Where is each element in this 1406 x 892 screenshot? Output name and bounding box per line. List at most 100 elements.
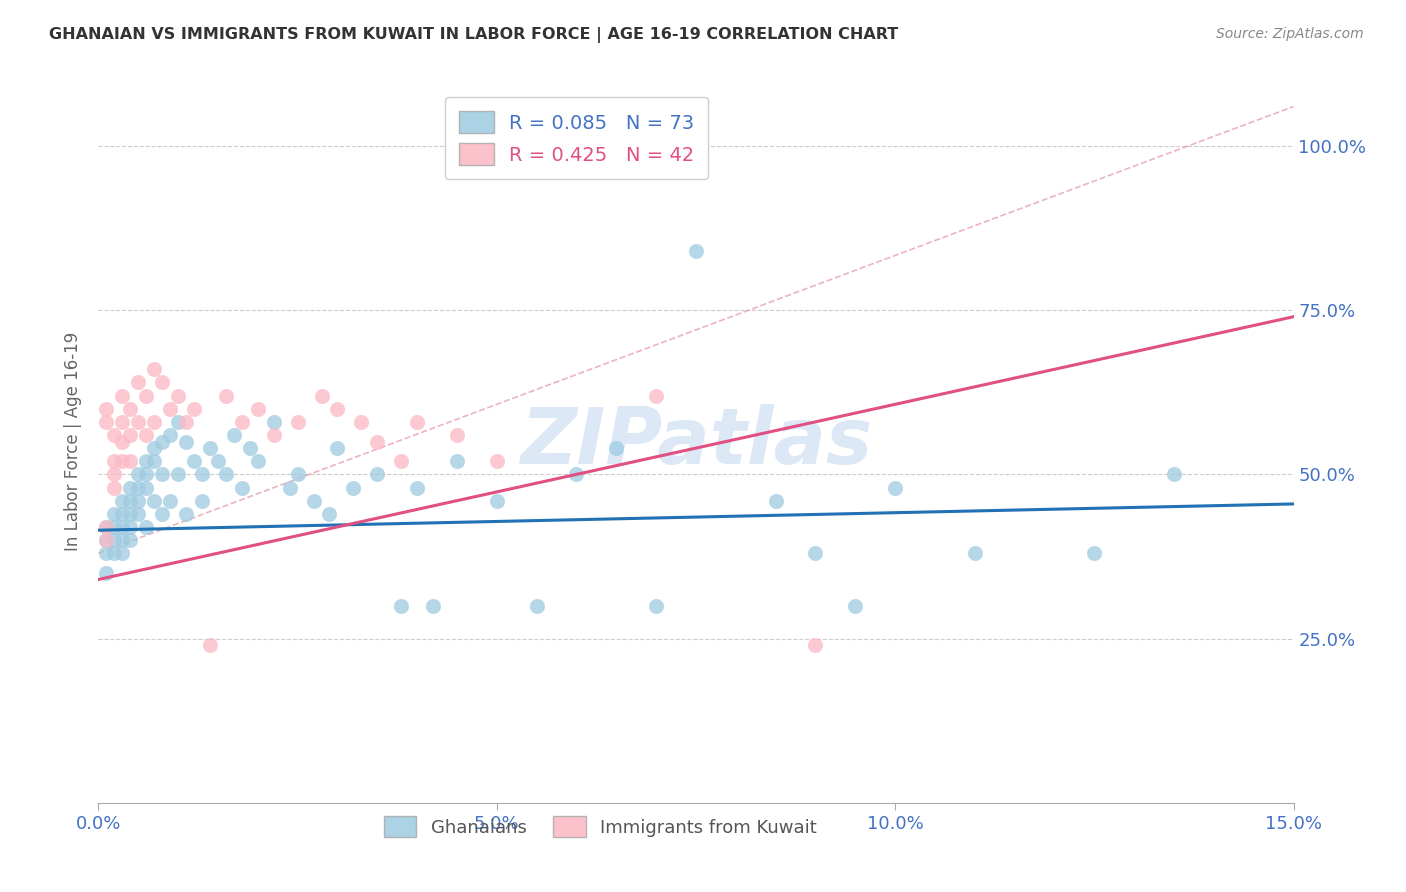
- Point: [366, 467, 388, 482]
- Text: Source: ZipAtlas.com: Source: ZipAtlas.com: [1216, 27, 1364, 41]
- Point: [207, 454, 229, 468]
- Point: [120, 493, 142, 508]
- Point: [103, 507, 125, 521]
- Point: [198, 441, 221, 455]
- Point: [804, 546, 827, 560]
- Point: [150, 507, 173, 521]
- Text: GHANAIAN VS IMMIGRANTS FROM KUWAIT IN LABOR FORCE | AGE 16-19 CORRELATION CHART: GHANAIAN VS IMMIGRANTS FROM KUWAIT IN LA…: [49, 27, 898, 43]
- Point: [645, 599, 668, 613]
- Point: [143, 362, 166, 376]
- Point: [103, 546, 125, 560]
- Point: [111, 533, 134, 547]
- Point: [804, 638, 827, 652]
- Y-axis label: In Labor Force | Age 16-19: In Labor Force | Age 16-19: [65, 332, 83, 551]
- Point: [111, 434, 134, 449]
- Point: [406, 481, 429, 495]
- Point: [150, 434, 173, 449]
- Point: [278, 481, 301, 495]
- Point: [287, 467, 309, 482]
- Point: [135, 388, 157, 402]
- Point: [326, 401, 349, 416]
- Point: [127, 415, 149, 429]
- Point: [350, 415, 373, 429]
- Point: [422, 599, 444, 613]
- Point: [844, 599, 866, 613]
- Point: [159, 401, 181, 416]
- Point: [222, 428, 245, 442]
- Point: [111, 546, 134, 560]
- Point: [231, 481, 253, 495]
- Point: [127, 376, 149, 390]
- Point: [246, 454, 269, 468]
- Point: [143, 454, 166, 468]
- Point: [103, 454, 125, 468]
- Point: [215, 388, 238, 402]
- Point: [120, 481, 142, 495]
- Point: [96, 546, 118, 560]
- Point: [485, 493, 508, 508]
- Point: [111, 415, 134, 429]
- Point: [120, 401, 142, 416]
- Point: [143, 415, 166, 429]
- Point: [311, 388, 333, 402]
- Point: [287, 415, 309, 429]
- Point: [183, 401, 205, 416]
- Point: [167, 467, 190, 482]
- Point: [389, 454, 412, 468]
- Point: [446, 454, 468, 468]
- Point: [135, 520, 157, 534]
- Point: [96, 401, 118, 416]
- Point: [96, 533, 118, 547]
- Point: [103, 520, 125, 534]
- Point: [103, 428, 125, 442]
- Point: [103, 533, 125, 547]
- Point: [96, 533, 118, 547]
- Point: [135, 454, 157, 468]
- Point: [406, 415, 429, 429]
- Point: [120, 507, 142, 521]
- Point: [150, 467, 173, 482]
- Legend: Ghanaians, Immigrants from Kuwait: Ghanaians, Immigrants from Kuwait: [377, 809, 824, 845]
- Point: [111, 454, 134, 468]
- Point: [318, 507, 340, 521]
- Point: [246, 401, 269, 416]
- Point: [111, 388, 134, 402]
- Point: [645, 388, 668, 402]
- Point: [120, 533, 142, 547]
- Point: [263, 415, 285, 429]
- Point: [326, 441, 349, 455]
- Point: [127, 493, 149, 508]
- Point: [963, 546, 986, 560]
- Point: [389, 599, 412, 613]
- Point: [167, 388, 190, 402]
- Point: [120, 428, 142, 442]
- Point: [174, 507, 197, 521]
- Point: [174, 434, 197, 449]
- Point: [342, 481, 364, 495]
- Point: [485, 454, 508, 468]
- Point: [183, 454, 205, 468]
- Point: [159, 493, 181, 508]
- Point: [366, 434, 388, 449]
- Point: [96, 566, 118, 580]
- Point: [111, 493, 134, 508]
- Point: [96, 415, 118, 429]
- Point: [120, 454, 142, 468]
- Point: [605, 441, 627, 455]
- Point: [150, 376, 173, 390]
- Point: [884, 481, 907, 495]
- Point: [526, 599, 548, 613]
- Point: [765, 493, 787, 508]
- Point: [143, 493, 166, 508]
- Point: [127, 467, 149, 482]
- Point: [103, 481, 125, 495]
- Point: [191, 493, 214, 508]
- Point: [96, 520, 118, 534]
- Point: [174, 415, 197, 429]
- Point: [111, 507, 134, 521]
- Point: [1083, 546, 1105, 560]
- Point: [96, 520, 118, 534]
- Point: [135, 467, 157, 482]
- Point: [127, 507, 149, 521]
- Point: [446, 428, 468, 442]
